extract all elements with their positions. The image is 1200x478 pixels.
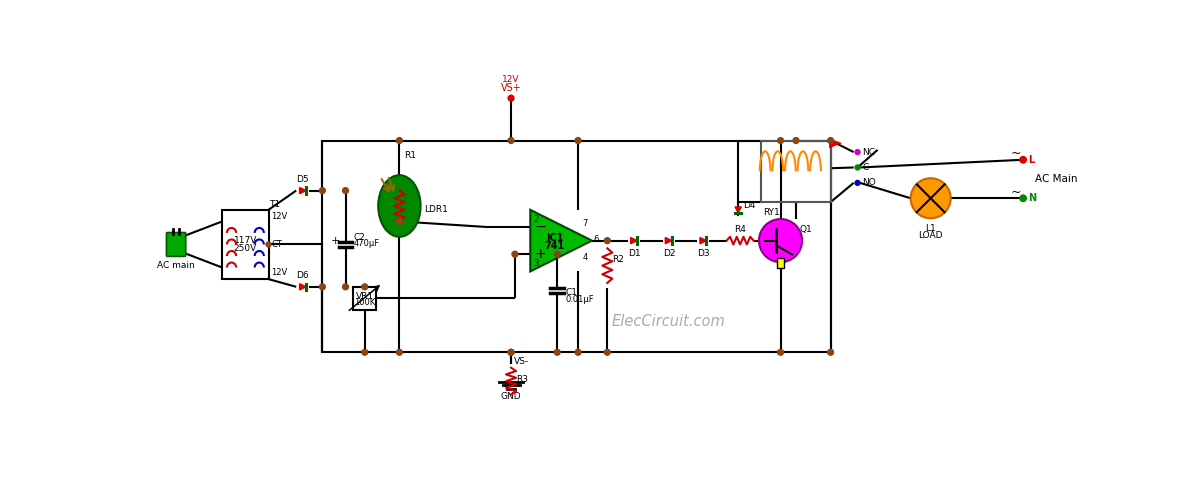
Circle shape	[342, 188, 348, 194]
Polygon shape	[300, 187, 306, 194]
Circle shape	[605, 349, 611, 355]
Text: AC main: AC main	[157, 261, 194, 270]
Circle shape	[911, 178, 950, 218]
Text: VS+: VS+	[500, 83, 522, 93]
Circle shape	[362, 349, 367, 355]
Text: +: +	[534, 247, 546, 261]
Text: L1: L1	[925, 225, 936, 233]
Circle shape	[828, 138, 834, 143]
Circle shape	[508, 95, 514, 101]
Text: 100K: 100K	[354, 298, 376, 307]
Text: 12V: 12V	[503, 75, 520, 84]
Bar	[761, 141, 830, 202]
Text: ~: ~	[1010, 185, 1021, 199]
Polygon shape	[700, 238, 707, 244]
Polygon shape	[530, 210, 592, 272]
Text: +: +	[331, 236, 340, 246]
Polygon shape	[736, 207, 742, 213]
Bar	[776, 258, 785, 268]
Text: D6: D6	[296, 271, 308, 280]
Text: 0.01μF: 0.01μF	[565, 294, 594, 304]
Circle shape	[266, 242, 271, 247]
Circle shape	[508, 138, 514, 143]
Text: 741: 741	[545, 241, 565, 251]
Text: R3: R3	[516, 375, 528, 384]
Text: 117V: 117V	[234, 236, 257, 245]
Text: D1: D1	[628, 249, 641, 258]
Text: NO: NO	[862, 178, 876, 187]
Circle shape	[575, 138, 581, 143]
Text: 470μF: 470μF	[354, 239, 380, 248]
Text: T1: T1	[269, 200, 281, 209]
Text: GND: GND	[500, 392, 521, 402]
Circle shape	[778, 349, 784, 355]
Text: 250V: 250V	[234, 244, 257, 253]
Text: R4: R4	[734, 225, 746, 234]
Circle shape	[1020, 156, 1026, 163]
Text: C: C	[862, 163, 869, 172]
Text: 12V: 12V	[271, 212, 287, 221]
Text: L: L	[1028, 155, 1034, 165]
Text: AC Main: AC Main	[1034, 174, 1078, 184]
Circle shape	[554, 251, 560, 257]
Text: 3: 3	[533, 259, 539, 268]
Polygon shape	[300, 283, 306, 290]
Text: 12V: 12V	[271, 268, 287, 277]
Text: D2: D2	[662, 249, 676, 258]
Circle shape	[508, 349, 514, 355]
Circle shape	[575, 349, 581, 355]
Circle shape	[828, 349, 834, 355]
Text: CT: CT	[271, 240, 282, 249]
Circle shape	[758, 219, 802, 262]
Text: R1: R1	[404, 152, 416, 161]
Text: VR1: VR1	[355, 292, 374, 301]
Text: N: N	[1028, 193, 1037, 203]
Ellipse shape	[378, 175, 420, 237]
Text: 4: 4	[583, 253, 588, 262]
Circle shape	[396, 138, 402, 143]
Text: −: −	[534, 220, 546, 234]
Circle shape	[856, 180, 860, 185]
Circle shape	[1020, 195, 1026, 202]
Circle shape	[396, 218, 402, 224]
Text: Q1: Q1	[800, 225, 812, 234]
Circle shape	[512, 251, 518, 257]
Text: 7: 7	[583, 219, 588, 228]
Text: IC1: IC1	[546, 233, 564, 243]
Bar	[222, 210, 269, 279]
Text: ~: ~	[1010, 147, 1021, 160]
Text: 2: 2	[533, 215, 539, 224]
Text: 6: 6	[594, 235, 599, 244]
Polygon shape	[631, 238, 637, 244]
Text: NC: NC	[862, 148, 875, 157]
Bar	[323, 141, 830, 352]
Polygon shape	[665, 238, 672, 244]
Circle shape	[856, 165, 860, 170]
Circle shape	[319, 284, 325, 290]
Text: ElecCircuit.com: ElecCircuit.com	[612, 314, 726, 329]
FancyBboxPatch shape	[167, 232, 186, 256]
Text: LDR1: LDR1	[424, 206, 448, 214]
Circle shape	[362, 284, 367, 290]
Text: C1: C1	[565, 289, 577, 297]
Text: C2: C2	[354, 233, 366, 242]
Text: LOAD: LOAD	[918, 230, 943, 239]
Circle shape	[508, 349, 514, 355]
Circle shape	[342, 284, 348, 290]
Circle shape	[396, 349, 402, 355]
Text: D4: D4	[744, 201, 756, 210]
Circle shape	[605, 238, 611, 244]
Circle shape	[319, 188, 325, 194]
Circle shape	[856, 150, 860, 154]
Text: D5: D5	[296, 174, 308, 184]
Text: D3: D3	[697, 249, 710, 258]
Circle shape	[554, 349, 560, 355]
Bar	[353, 287, 377, 310]
Text: R2: R2	[612, 255, 624, 264]
Circle shape	[778, 138, 784, 143]
Text: VS-: VS-	[514, 357, 529, 366]
Circle shape	[793, 138, 799, 143]
Text: RY1: RY1	[763, 208, 780, 217]
Polygon shape	[829, 138, 842, 148]
